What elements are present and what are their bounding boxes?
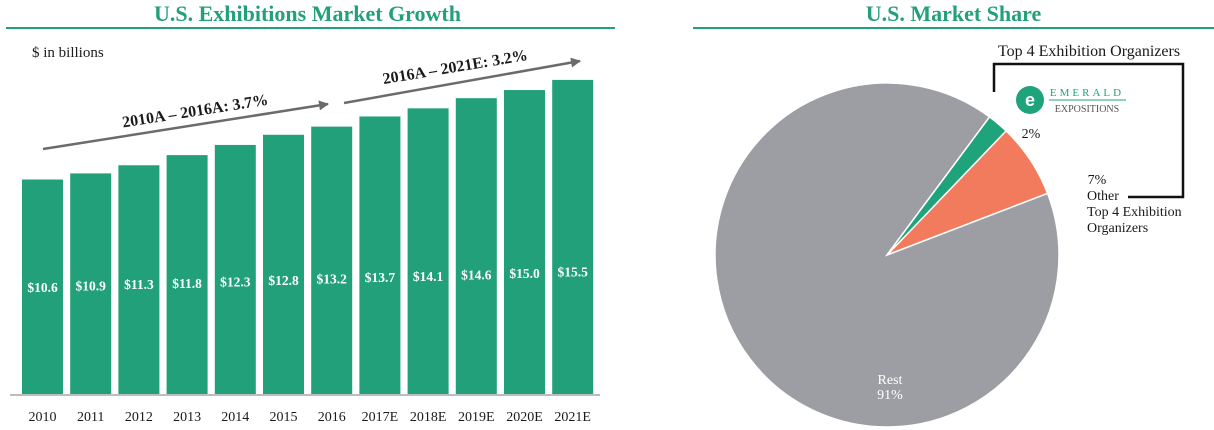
bar-2015 [263, 134, 304, 395]
bar-2016 [311, 126, 353, 395]
bar-value-label: $12.3 [220, 274, 251, 289]
bar-chart-title-rule [6, 27, 615, 29]
bar-2021E [552, 79, 594, 395]
bar-2019E [455, 98, 497, 395]
bar-value-label: $10.6 [27, 280, 58, 295]
x-tick-label: 2014 [221, 410, 249, 425]
x-tick-label: 2013 [173, 410, 201, 425]
bar-value-label: $11.8 [172, 276, 202, 291]
bar-2017E [359, 116, 401, 396]
bar-value-label: $14.6 [461, 267, 492, 282]
bar-chart: $ in billions $10.6 2010 $10.9 2011 $11.3 201… [10, 45, 600, 425]
x-tick-label: 2016 [318, 410, 346, 425]
emerald-e-logo-icon: e [1016, 86, 1044, 114]
bar-value-label: $14.1 [413, 269, 444, 284]
bar-2020E [504, 90, 545, 395]
bar-value-label: $10.9 [76, 279, 107, 294]
rest-pct-label: 91% [877, 388, 903, 403]
logo-word-emerald: EMERALD [1050, 87, 1124, 99]
bar-value-label: $11.3 [124, 277, 154, 292]
rest-name-label: Rest [878, 373, 903, 388]
bar-value-label: $13.2 [317, 272, 348, 287]
units-label: $ in billions [32, 45, 104, 61]
bar-value-label: $15.0 [509, 266, 540, 281]
bar-value-label: $12.8 [268, 273, 299, 288]
svg-text:e: e [1025, 90, 1035, 110]
x-tick-label: 2011 [77, 410, 104, 425]
pie-chart-title-rule [693, 27, 1214, 29]
bar-value-label: $15.5 [558, 265, 589, 280]
cagr-arrow-2016-2021 [343, 57, 581, 105]
x-tick-label: 2021E [554, 410, 591, 425]
bar-value-label: $13.7 [365, 270, 396, 285]
emerald-pct-label: 2% [1022, 127, 1041, 142]
bar-2012 [118, 165, 160, 395]
x-tick-label: 2012 [125, 410, 153, 425]
bar-2013 [166, 155, 208, 395]
x-tick-label: 2019E [458, 410, 495, 425]
pie-slice-emerald [886, 115, 1008, 256]
other-label-line1: Other [1087, 189, 1119, 204]
bar-2010 [22, 179, 63, 395]
bar-2011 [70, 173, 112, 395]
other-pct-label: 7% [1088, 173, 1107, 188]
logo-word-expositions: EXPOSITIONS [1055, 104, 1119, 115]
other-label-line3: Organizers [1087, 221, 1148, 236]
top4-callout-title: Top 4 Exhibition Organizers [998, 43, 1180, 60]
other-label-line2: Top 4 Exhibition [1087, 205, 1182, 220]
pie-chart-title: U.S. Market Share [865, 1, 1042, 26]
x-tick-label: 2018E [410, 410, 447, 425]
x-tick-label: 2020E [506, 410, 543, 425]
cagr-arrow-2010-2016 [42, 100, 329, 151]
bar-2018E [407, 108, 449, 396]
x-tick-label: 2017E [362, 410, 399, 425]
top4-bracket [992, 62, 1185, 199]
x-tick-label: 2015 [270, 410, 298, 425]
x-tick-label: 2010 [29, 410, 57, 425]
bar-2014 [214, 144, 256, 395]
cagr-label-2016-2021: 2016A – 2021E: 3.2% [382, 47, 529, 88]
bar-chart-title: U.S. Exhibitions Market Growth [153, 1, 461, 26]
pie-chart: Top 4 Exhibition Organizers e EMERALD EX… [714, 43, 1185, 428]
